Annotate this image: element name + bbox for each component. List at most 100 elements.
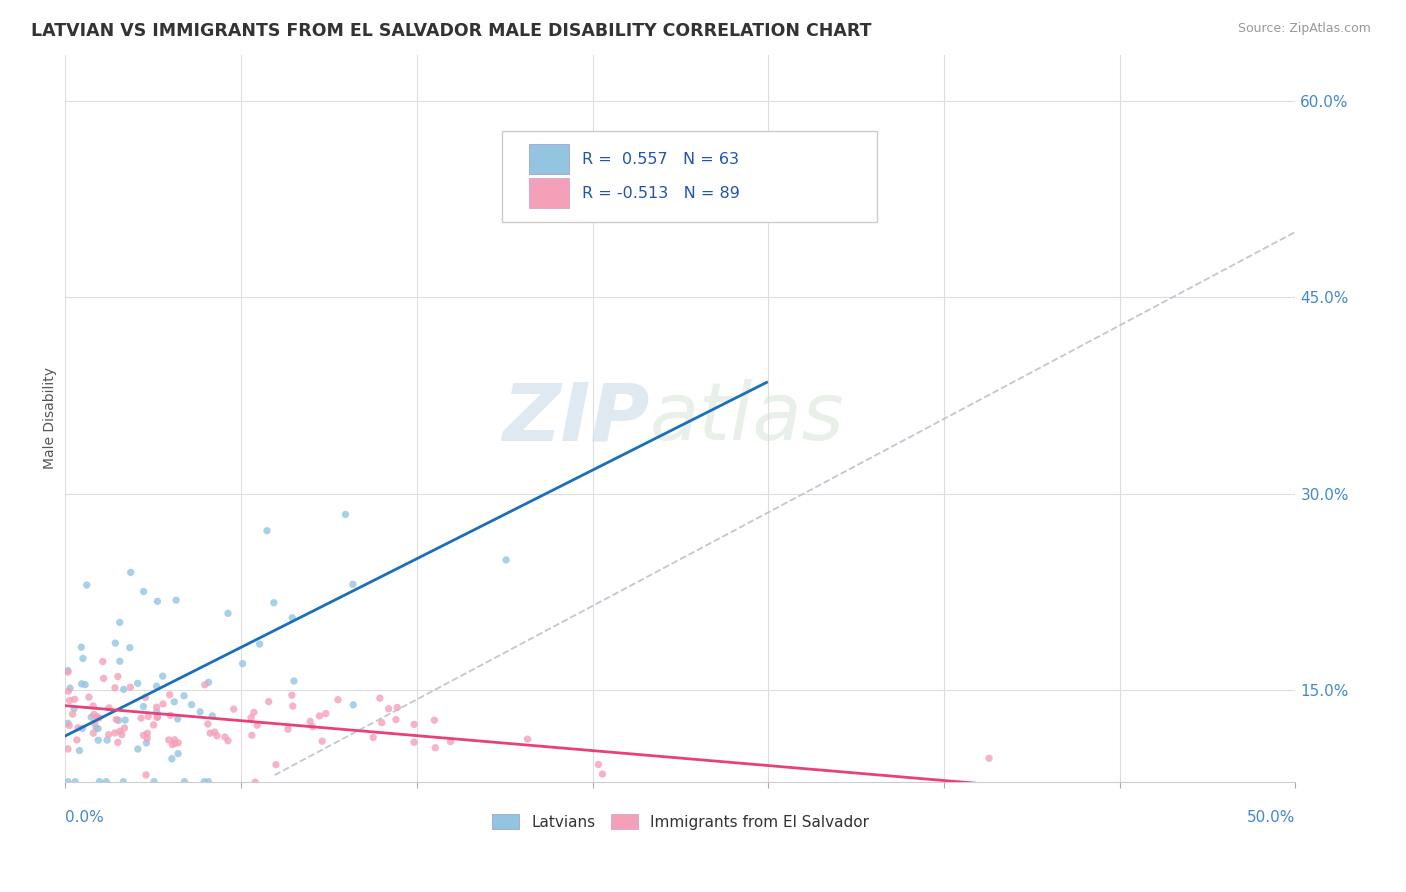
FancyBboxPatch shape	[502, 131, 877, 222]
Point	[516, 732, 538, 747]
Point	[439, 735, 461, 749]
FancyBboxPatch shape	[529, 178, 568, 209]
Point	[257, 695, 280, 709]
Point	[404, 717, 426, 731]
Point	[56, 742, 79, 756]
Point	[173, 689, 195, 703]
Point	[107, 714, 129, 728]
Point	[127, 742, 149, 756]
Point	[591, 767, 613, 781]
Point	[387, 700, 409, 714]
Point	[173, 774, 195, 789]
Point	[83, 707, 105, 722]
Point	[87, 722, 110, 736]
Point	[243, 706, 266, 720]
Point	[135, 736, 157, 750]
Point	[62, 707, 84, 722]
Point	[77, 690, 100, 705]
Point	[301, 720, 323, 734]
Point	[217, 607, 239, 621]
Point	[201, 709, 224, 723]
Point	[97, 728, 120, 742]
Point	[75, 677, 97, 691]
Point	[86, 709, 108, 723]
Point	[76, 578, 98, 592]
Point	[63, 692, 86, 706]
Point	[145, 679, 167, 693]
Point	[281, 699, 304, 714]
Point	[222, 702, 245, 716]
Point	[58, 718, 80, 732]
Point	[146, 710, 169, 724]
Point	[66, 733, 89, 747]
Point	[368, 691, 391, 706]
Point	[104, 681, 127, 695]
Point	[56, 774, 79, 789]
Point	[72, 651, 94, 665]
Point	[342, 698, 364, 712]
Point	[114, 713, 136, 727]
Point	[977, 751, 1000, 765]
Point	[105, 713, 128, 727]
Point	[165, 593, 187, 607]
Point	[240, 728, 263, 742]
Point	[246, 718, 269, 732]
Point	[256, 524, 278, 538]
Point	[56, 664, 79, 678]
Point	[160, 752, 183, 766]
Point	[232, 657, 254, 671]
Point	[120, 680, 142, 694]
Point	[107, 735, 129, 749]
Point	[104, 636, 127, 650]
Point	[402, 735, 425, 749]
Point	[108, 615, 131, 630]
Point	[146, 710, 169, 724]
Point	[108, 654, 131, 668]
Point	[136, 731, 159, 746]
Point	[145, 700, 167, 714]
Point	[217, 733, 239, 747]
Y-axis label: Male Disability: Male Disability	[44, 368, 58, 469]
Point	[132, 699, 155, 714]
Point	[112, 774, 135, 789]
Point	[59, 681, 82, 695]
Point	[69, 743, 91, 757]
Point	[163, 695, 186, 709]
Point	[91, 655, 114, 669]
Text: R =  0.557   N = 63: R = 0.557 N = 63	[582, 152, 740, 167]
Point	[142, 718, 165, 732]
Point	[335, 508, 357, 522]
Point	[145, 705, 167, 719]
Point	[104, 726, 127, 740]
Point	[159, 688, 181, 702]
Point	[70, 677, 93, 691]
Point	[283, 674, 305, 689]
Point	[385, 713, 408, 727]
Text: R = -0.513   N = 89: R = -0.513 N = 89	[582, 186, 740, 201]
Legend: Latvians, Immigrants from El Salvador: Latvians, Immigrants from El Salvador	[485, 808, 876, 836]
Point	[56, 665, 79, 679]
Point	[495, 553, 517, 567]
Point	[308, 709, 330, 723]
Point	[197, 774, 219, 789]
Point	[167, 736, 190, 750]
Point	[111, 728, 134, 742]
Point	[72, 722, 94, 736]
Point	[93, 672, 115, 686]
Point	[114, 721, 136, 735]
Point	[588, 757, 610, 772]
Point	[118, 640, 141, 655]
Point	[249, 637, 271, 651]
Text: LATVIAN VS IMMIGRANTS FROM EL SALVADOR MALE DISABILITY CORRELATION CHART: LATVIAN VS IMMIGRANTS FROM EL SALVADOR M…	[31, 22, 872, 40]
Point	[82, 698, 104, 713]
Point	[127, 676, 149, 690]
Point	[87, 733, 110, 747]
Point	[63, 701, 86, 715]
Point	[194, 678, 217, 692]
Point	[361, 731, 384, 745]
Point	[129, 711, 152, 725]
Point	[108, 724, 131, 739]
Point	[425, 740, 447, 755]
Point	[166, 712, 188, 726]
Point	[214, 730, 236, 744]
